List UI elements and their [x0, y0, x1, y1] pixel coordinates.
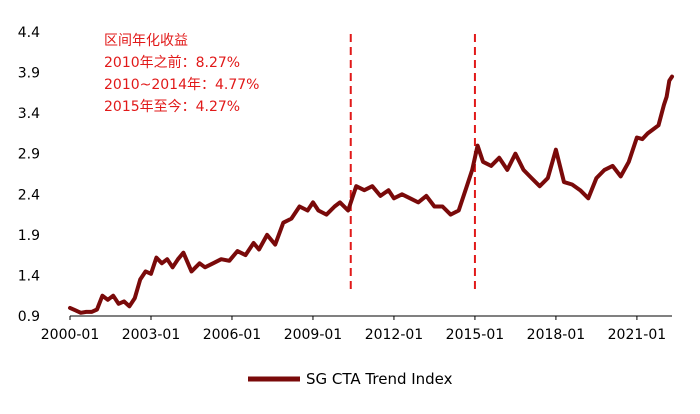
- x-axis-ticks: 2000-01 2003-01 2006-01 2009-01 2012-01 2015-…: [41, 316, 666, 343]
- x-tick-label: 2021-01: [608, 327, 667, 343]
- annotation-box: 区间年化收益 2010年之前：8.27% 2010~2014年：4.77% 20…: [104, 33, 259, 115]
- period-divider-lines: [349, 34, 476, 294]
- x-tick-label: 2018-01: [527, 327, 586, 343]
- annotation-line-2: 2010~2014年：4.77%: [104, 77, 259, 93]
- series-layer: [68, 74, 674, 315]
- annotation-line-1: 2010年之前：8.27%: [104, 54, 240, 71]
- legend-label: SG CTA Trend Index: [306, 370, 453, 388]
- x-tick-label: 2006-01: [203, 327, 262, 343]
- annotation-line-3: 2015年至今：4.27%: [104, 99, 240, 115]
- series-line-sg-cta-trend-index: [68, 74, 674, 315]
- x-tick-label: 2000-01: [41, 327, 100, 343]
- y-tick-label: 2.4: [18, 187, 40, 203]
- y-tick-label: 2.9: [18, 147, 40, 163]
- y-tick-label: 3.4: [18, 106, 40, 122]
- y-tick-label: 0.9: [18, 309, 40, 325]
- x-tick-label: 2015-01: [446, 327, 505, 343]
- x-tick-label: 2003-01: [122, 327, 181, 343]
- y-tick-label: 4.4: [18, 25, 40, 41]
- x-tick-label: 2012-01: [365, 327, 424, 343]
- legend: SG CTA Trend Index: [248, 370, 453, 388]
- annotation-title: 区间年化收益: [104, 33, 188, 49]
- y-axis-ticks: 0.9 1.4 1.9 2.4 2.9 3.4 3.9 4.4: [18, 25, 40, 325]
- y-tick-label: 1.4: [18, 268, 40, 284]
- x-tick-label: 2009-01: [284, 327, 343, 343]
- y-tick-label: 1.9: [18, 228, 40, 244]
- y-tick-label: 3.9: [18, 66, 40, 82]
